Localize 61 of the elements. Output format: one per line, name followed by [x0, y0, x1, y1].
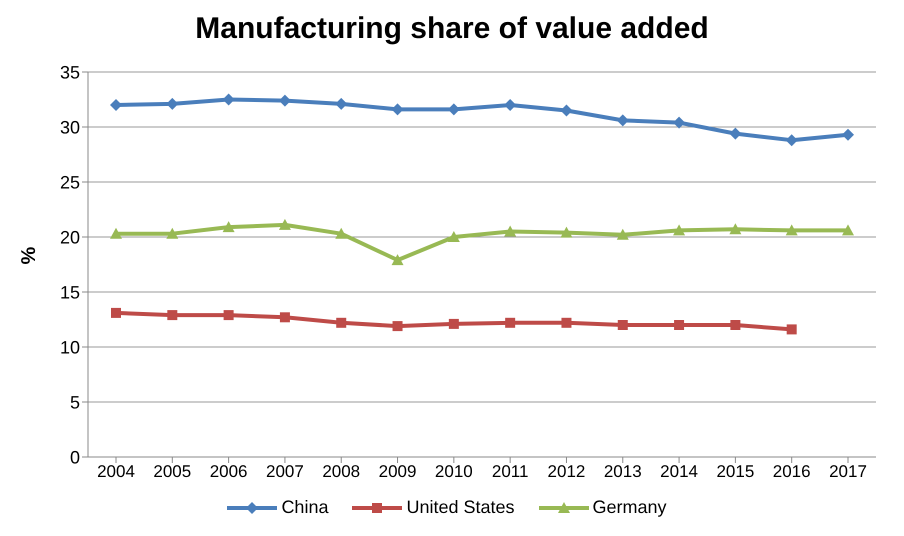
point — [673, 116, 686, 129]
x-tick-label: 2009 — [378, 462, 416, 482]
y-tick-label: 30 — [60, 117, 80, 138]
point — [110, 99, 122, 111]
x-tick-label: 2010 — [434, 462, 473, 482]
point — [167, 310, 178, 320]
point — [561, 318, 572, 328]
point — [786, 324, 797, 334]
legend-label: China — [281, 497, 328, 518]
chart-title: Manufacturing share of value added — [194, 11, 710, 47]
point — [278, 218, 291, 230]
point — [842, 128, 854, 141]
point — [336, 318, 346, 328]
point — [335, 228, 348, 239]
point — [224, 310, 234, 320]
y-tick-label: 0 — [70, 447, 80, 468]
legend-label: Germany — [592, 497, 667, 518]
point — [560, 226, 572, 238]
legend-label: United States — [406, 497, 515, 518]
y-tick-label: 15 — [60, 282, 80, 302]
point — [222, 221, 235, 232]
x-tick-label: 2013 — [604, 462, 642, 482]
x-tick-label: 2015 — [716, 462, 754, 482]
x-tick-label: 2014 — [660, 462, 698, 482]
y-tick-label: 25 — [60, 172, 80, 192]
point — [335, 98, 348, 110]
y-tick-label: 20 — [60, 227, 80, 248]
point — [505, 318, 516, 328]
point — [729, 128, 742, 140]
y-tick-label: 35 — [60, 62, 80, 82]
point — [448, 318, 459, 329]
point — [166, 228, 178, 239]
point — [280, 312, 290, 322]
point — [448, 231, 460, 242]
point — [618, 320, 628, 330]
point — [673, 224, 686, 236]
point — [392, 321, 403, 332]
y-tick-label: 10 — [60, 337, 80, 358]
point — [616, 228, 629, 240]
point — [842, 224, 854, 236]
x-tick-label: 2017 — [829, 462, 867, 482]
x-tick-label: 2006 — [210, 462, 248, 482]
x-tick-label: 2012 — [548, 462, 586, 482]
point — [786, 224, 798, 236]
x-tick-label: 2008 — [322, 462, 360, 482]
point — [392, 254, 404, 266]
x-tick-label: 2005 — [153, 462, 192, 482]
x-tick-label: 2016 — [772, 462, 811, 482]
y-tick-label: 5 — [70, 392, 80, 412]
point — [730, 320, 740, 330]
y-axis-title: % — [18, 246, 40, 264]
point — [504, 99, 516, 111]
x-tick-label: 2011 — [492, 462, 528, 482]
x-tick-label: 2007 — [266, 462, 304, 482]
x-tick-label: 2004 — [97, 462, 135, 482]
point — [729, 223, 742, 234]
point — [111, 308, 121, 318]
point — [110, 228, 122, 239]
point — [674, 320, 684, 330]
point — [504, 226, 516, 236]
point — [786, 134, 798, 146]
